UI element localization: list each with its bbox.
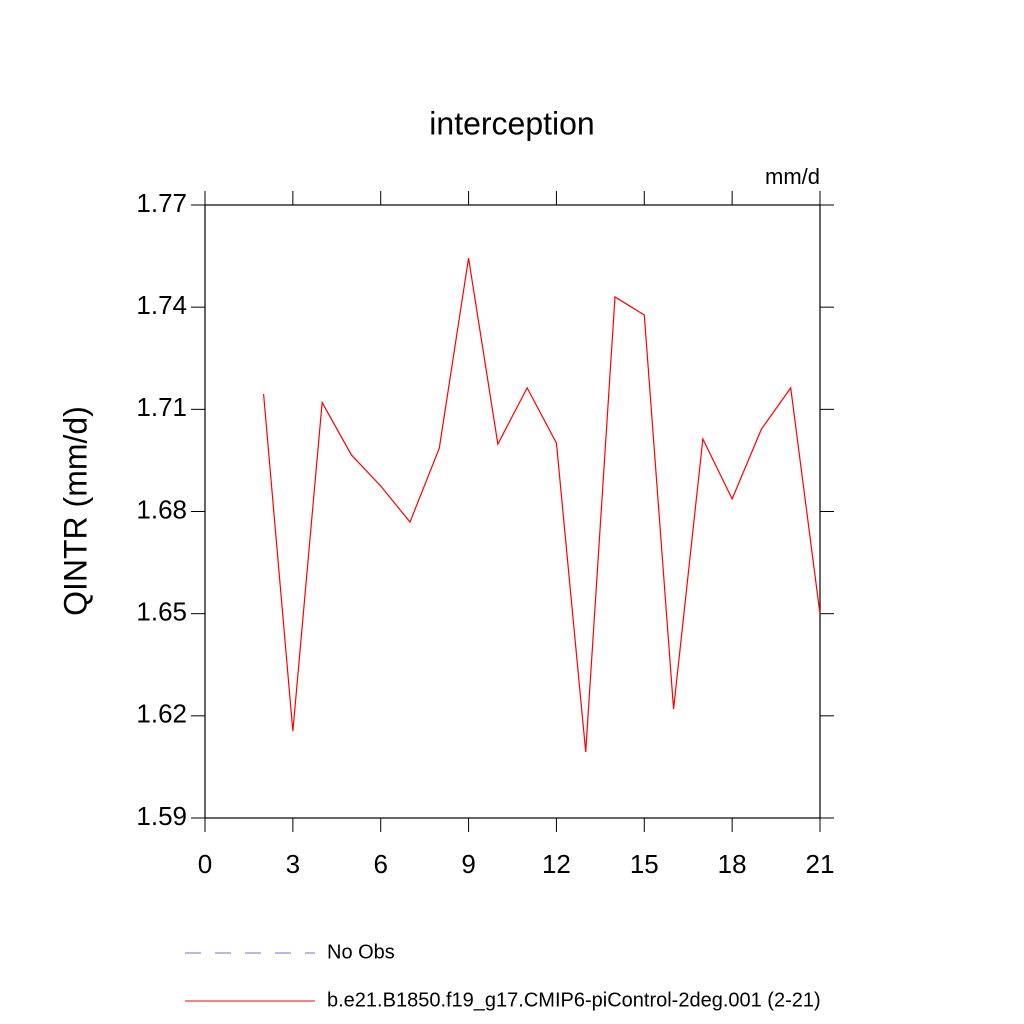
y-tick-label: 1.77	[136, 188, 187, 218]
y-tick-label: 1.71	[136, 392, 187, 422]
x-tick-label: 21	[806, 849, 835, 879]
x-tick-label: 0	[198, 849, 212, 879]
data-line	[262, 258, 821, 752]
y-tick-label: 1.74	[136, 290, 187, 320]
y-axis-label: QINTR (mm/d)	[57, 406, 93, 616]
y-tick-label: 1.68	[136, 494, 187, 524]
x-tick-label: 6	[373, 849, 387, 879]
x-tick-label: 12	[542, 849, 571, 879]
chart-title: interception	[429, 105, 594, 141]
y-tick-label: 1.59	[136, 801, 187, 831]
plot-frame	[204, 204, 821, 819]
y-tick-label: 1.65	[136, 597, 187, 627]
x-tick-label: 3	[286, 849, 300, 879]
x-tick-label: 18	[718, 849, 747, 879]
units-label: mm/d	[765, 164, 820, 189]
x-tick-label: 9	[461, 849, 475, 879]
legend-label: b.e21.B1850.f19_g17.CMIP6-piControl-2deg…	[327, 989, 821, 1011]
legend-label: No Obs	[327, 941, 395, 963]
x-tick-label: 15	[630, 849, 659, 879]
y-tick-label: 1.62	[136, 699, 187, 729]
